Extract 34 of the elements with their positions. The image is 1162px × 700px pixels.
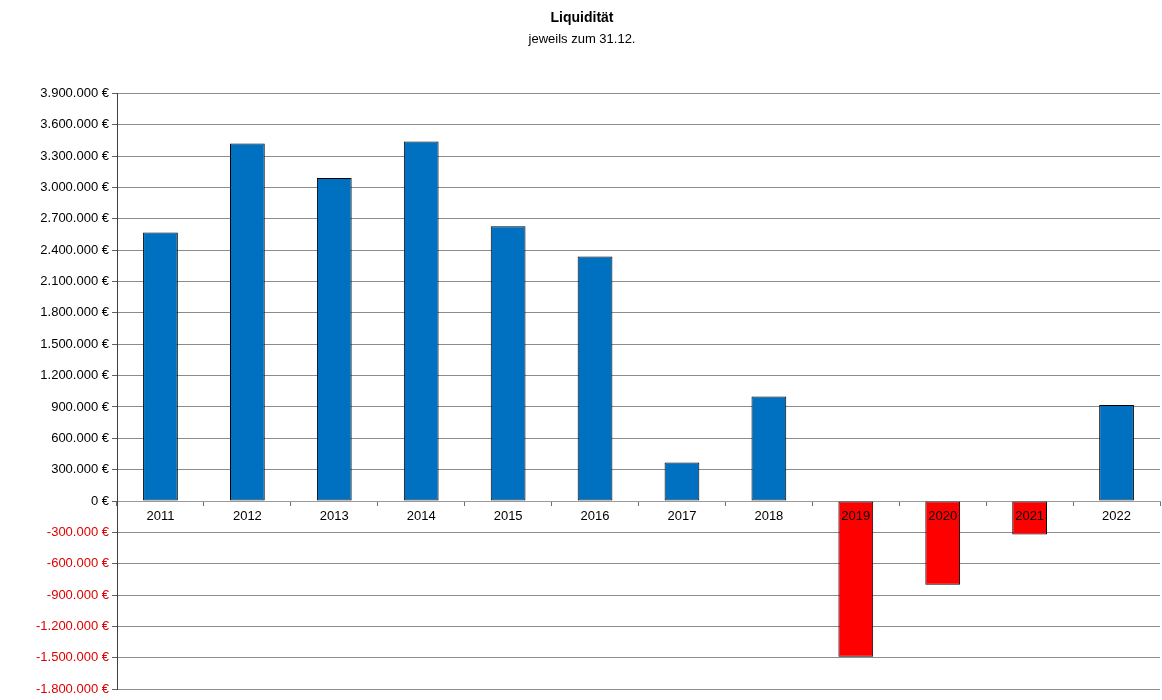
x-tick-label: 2012 <box>232 508 262 524</box>
y-tick-label: -600.000 € <box>46 555 110 571</box>
chart-title: Liquidität <box>550 9 614 26</box>
y-tick-label: -300.000 € <box>46 523 110 539</box>
x-tick-label: 2021 <box>1015 508 1045 524</box>
y-tick-label: 3.600.000 € <box>40 116 110 132</box>
y-tick-label: -1.200.000 € <box>35 618 110 634</box>
x-tick-label: 2016 <box>580 508 610 524</box>
y-tick-label: 0 € <box>90 492 110 508</box>
y-tick-label: 3.300.000 € <box>40 147 110 163</box>
x-tick-label: 2013 <box>319 508 349 524</box>
y-tick-label: 1.800.000 € <box>40 304 110 320</box>
y-tick-label: 2.400.000 € <box>40 241 110 257</box>
y-tick-label: 1.200.000 € <box>40 367 110 383</box>
y-tick-label: 1.500.000 € <box>40 335 110 351</box>
x-tick-label: 2019 <box>841 508 871 524</box>
chart-subtitle: jeweils zum 31.12. <box>527 31 636 47</box>
y-tick-label: -900.000 € <box>46 586 110 602</box>
y-tick-label: 900.000 € <box>51 398 110 414</box>
x-tick-label: 2022 <box>1102 508 1131 524</box>
y-tick-label: -1.800.000 € <box>35 680 110 696</box>
x-tick-label: 2018 <box>754 508 784 524</box>
y-tick-label: 600.000 € <box>51 429 110 445</box>
x-tick-label: 2015 <box>493 508 523 524</box>
x-tick-label: 2020 <box>928 508 958 524</box>
x-tick-label: 2014 <box>406 508 436 524</box>
y-tick-label: 2.700.000 € <box>40 210 110 226</box>
x-tick-label: 2017 <box>667 508 697 524</box>
y-tick-label: 300.000 € <box>51 461 110 477</box>
x-tick-label: 2011 <box>146 508 175 524</box>
y-tick-label: 2.100.000 € <box>40 273 110 289</box>
y-tick-label: 3.900.000 € <box>40 84 110 100</box>
y-tick-label: 3.000.000 € <box>40 179 110 195</box>
y-tick-label: -1.500.000 € <box>35 649 110 665</box>
